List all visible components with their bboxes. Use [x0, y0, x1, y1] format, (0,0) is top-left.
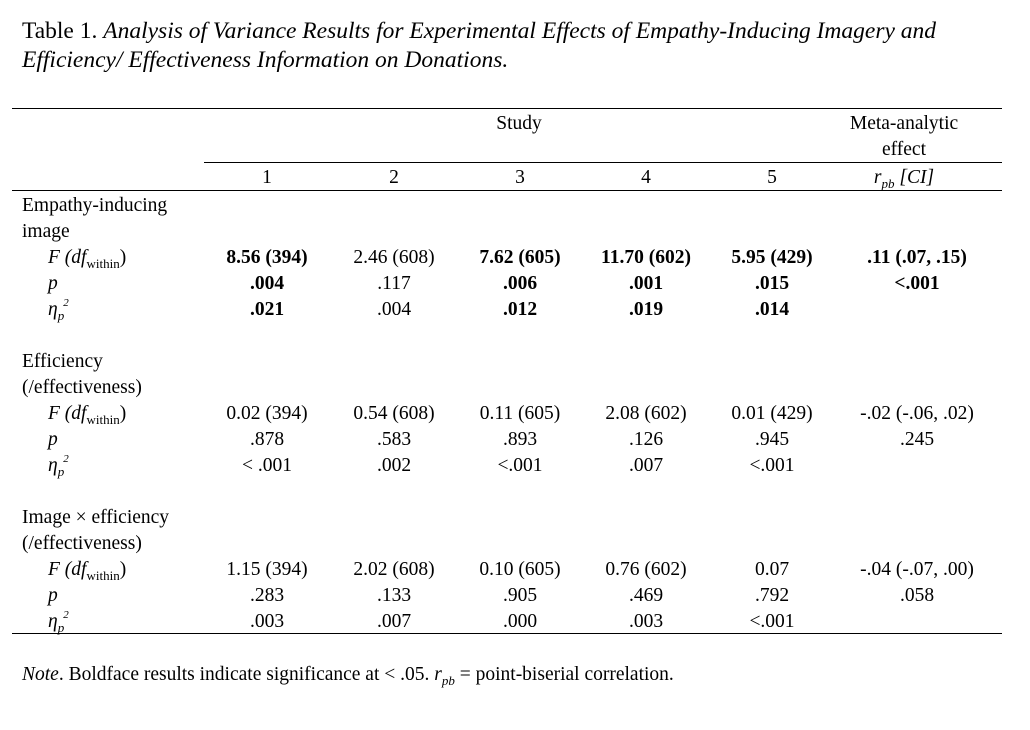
interaction-p-study5: .792: [754, 585, 790, 606]
column-header-3: 3: [515, 167, 525, 188]
empathy-f-study4: 11.70 (602): [601, 247, 691, 268]
efficiency-p-study5: .945: [754, 429, 790, 450]
empathy-eta-study2: .004: [376, 299, 412, 320]
empathy-p-study3: .006: [502, 273, 538, 294]
eta-row-label: ηp2: [48, 609, 69, 635]
efficiency-p-study3: .893: [502, 429, 538, 450]
interaction-f-study2: 2.02 (608): [353, 559, 435, 580]
efficiency-meta-p: .245: [899, 429, 935, 450]
efficiency-eta-study2: .002: [376, 455, 412, 476]
empathy-p-study4: .001: [628, 273, 664, 294]
interaction-eta-study5: <.001: [749, 611, 795, 632]
note-label: Note: [22, 664, 59, 685]
eta-row-label: ηp2: [48, 453, 69, 479]
efficiency-meta-effect: -.02 (-.06, .02): [860, 403, 974, 424]
table-caption: Table 1. Analysis of Variance Results fo…: [22, 17, 1012, 75]
column-header-4: 4: [641, 167, 651, 188]
efficiency-eta-study1: < .001: [242, 455, 292, 476]
interaction-p-study4: .469: [628, 585, 664, 606]
efficiency-eta-study5: <.001: [749, 455, 795, 476]
interaction-eta-study2: .007: [376, 611, 412, 632]
note-text-end: = point-biserial correlation.: [454, 664, 674, 685]
empathy-meta-effect: .11 (.07, .15): [867, 247, 967, 268]
meta-header-line1: Meta-analytic: [849, 113, 959, 134]
eta-row-label: ηp2: [48, 297, 69, 323]
interaction-f-study3: 0.10 (605): [479, 559, 561, 580]
efficiency-p-study1: .878: [249, 429, 285, 450]
interaction-p-study1: .283: [249, 585, 285, 606]
empathy-f-study5: 5.95 (429): [731, 247, 813, 268]
section-efficiency-label-line1: Efficiency: [22, 351, 103, 372]
efficiency-p-study4: .126: [628, 429, 664, 450]
section-empathy-label-line2: image: [22, 221, 70, 242]
table-note: Note. Boldface results indicate signific…: [22, 664, 674, 688]
empathy-p-study1: .004: [249, 273, 285, 294]
efficiency-p-study2: .583: [376, 429, 412, 450]
section-empathy-label-line1: Empathy-inducing: [22, 195, 168, 216]
p-row-label: p: [48, 429, 58, 450]
p-row-label: p: [48, 585, 58, 606]
interaction-meta-effect: -.04 (-.07, .00): [860, 559, 974, 580]
table-top-rule: [12, 108, 1002, 109]
f-row-label: F (dfwithin): [48, 403, 127, 427]
f-row-label: F (dfwithin): [48, 559, 127, 583]
interaction-p-study2: .133: [376, 585, 412, 606]
study-header: Study: [496, 113, 542, 134]
efficiency-f-study2: 0.54 (608): [353, 403, 435, 424]
f-row-label: F (dfwithin): [48, 247, 127, 271]
interaction-f-study4: 0.76 (602): [605, 559, 687, 580]
empathy-eta-study3: .012: [502, 299, 538, 320]
empathy-p-study2: .117: [377, 273, 411, 294]
empathy-meta-p: <.001: [894, 273, 940, 294]
caption-label: Table 1.: [22, 18, 98, 44]
efficiency-eta-study4: .007: [628, 455, 664, 476]
meta-header-line2: effect: [881, 139, 927, 160]
section-interaction-label-line2: (/effectiveness): [22, 533, 142, 554]
caption-title: Analysis of Variance Results for Experim…: [22, 18, 937, 73]
section-interaction-label-line1: Image × efficiency: [22, 507, 170, 528]
efficiency-f-study3: 0.11 (605): [479, 403, 561, 424]
interaction-f-study5: 0.07: [754, 559, 790, 580]
empathy-eta-study1: .021: [249, 299, 285, 320]
meta-stat-header: rpb [CI]: [873, 167, 935, 191]
efficiency-f-study5: 0.01 (429): [731, 403, 813, 424]
efficiency-f-study4: 2.08 (602): [605, 403, 687, 424]
note-text: . Boldface results indicate significance…: [58, 664, 435, 685]
efficiency-eta-study3: <.001: [497, 455, 543, 476]
interaction-eta-study4: .003: [628, 611, 664, 632]
section-efficiency-label-line2: (/effectiveness): [22, 377, 142, 398]
column-header-1: 1: [262, 167, 272, 188]
column-header-2: 2: [389, 167, 399, 188]
interaction-meta-p: .058: [899, 585, 935, 606]
efficiency-f-study1: 0.02 (394): [226, 403, 308, 424]
column-header-5: 5: [767, 167, 777, 188]
table-header-subrule: [204, 162, 1002, 163]
empathy-f-study3: 7.62 (605): [479, 247, 561, 268]
empathy-f-study2: 2.46 (608): [353, 247, 435, 268]
interaction-p-study3: .905: [502, 585, 538, 606]
empathy-f-study1: 8.56 (394): [226, 247, 308, 268]
interaction-eta-study3: .000: [502, 611, 538, 632]
table-header-bottom-rule: [12, 190, 1002, 191]
empathy-p-study5: .015: [754, 273, 790, 294]
table-bottom-rule: [12, 633, 1002, 634]
interaction-f-study1: 1.15 (394): [226, 559, 308, 580]
p-row-label: p: [48, 273, 58, 294]
empathy-eta-study4: .019: [628, 299, 664, 320]
interaction-eta-study1: .003: [249, 611, 285, 632]
empathy-eta-study5: .014: [754, 299, 790, 320]
